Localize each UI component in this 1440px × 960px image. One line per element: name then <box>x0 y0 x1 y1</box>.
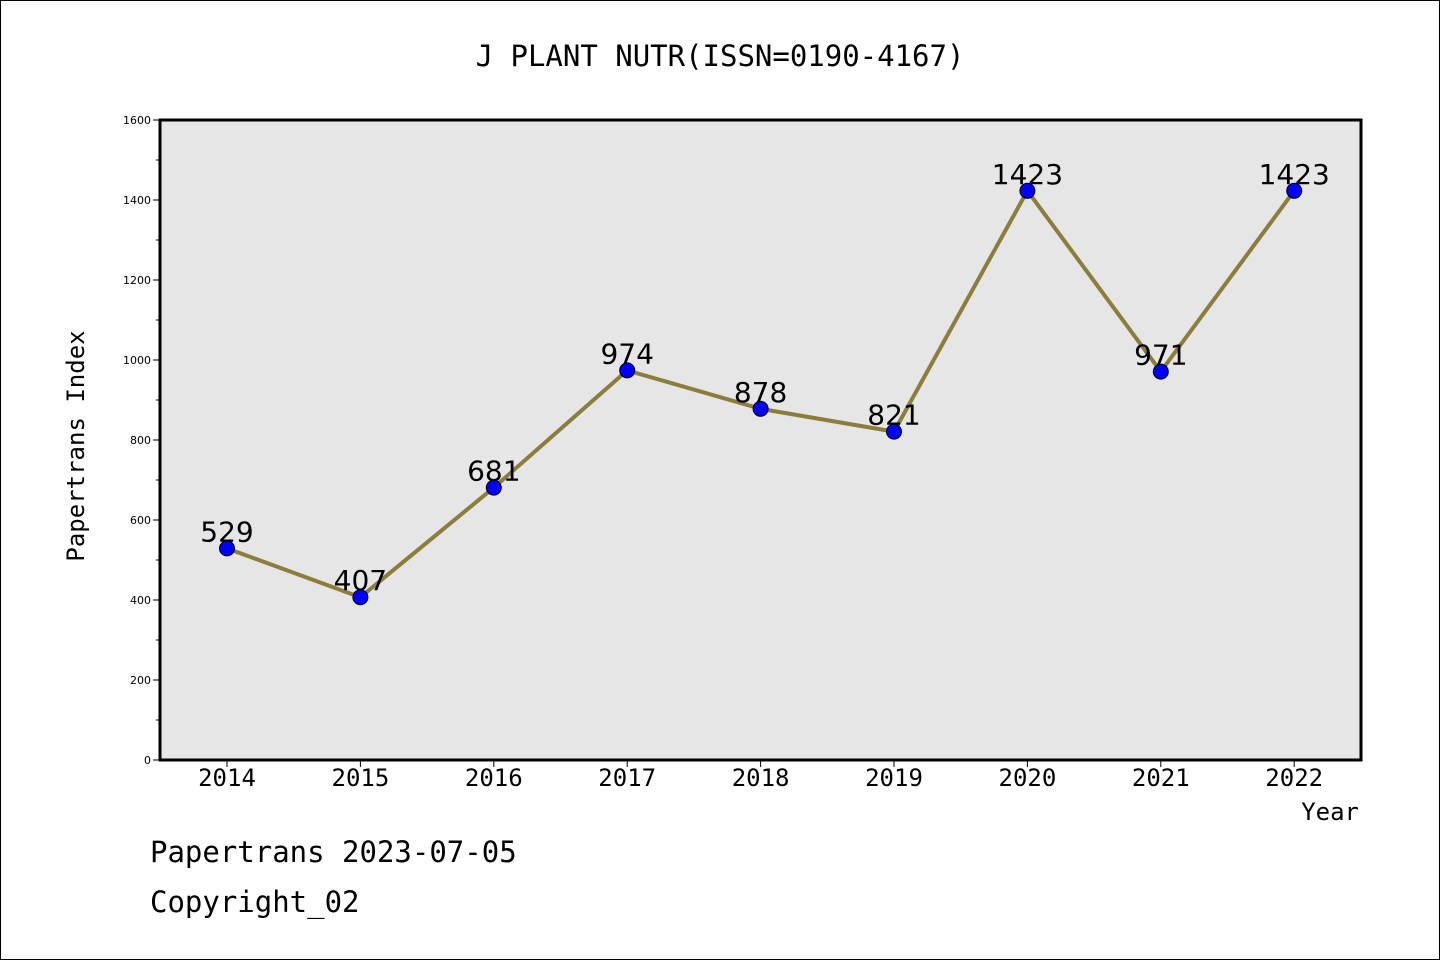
data-point <box>219 540 235 557</box>
data-point <box>485 479 502 496</box>
x-tick-label: 2021 <box>1132 764 1190 792</box>
data-label: 1423 <box>1259 158 1330 191</box>
data-label: 1423 <box>992 158 1063 191</box>
y-tick-label: 1600 <box>123 114 151 127</box>
data-label: 821 <box>867 399 920 432</box>
plot-area <box>160 120 1361 760</box>
y-tick-label: 600 <box>130 514 151 527</box>
y-axis: 0 200 400 600 800 1000 1200 1400 1600 <box>123 114 160 767</box>
x-tick-label: 2018 <box>732 764 790 792</box>
data-label: 971 <box>1134 339 1187 372</box>
data-point <box>1286 182 1303 199</box>
data-point <box>1019 182 1036 199</box>
x-tick-label: 2016 <box>465 764 523 792</box>
data-label: 529 <box>200 515 253 548</box>
data-label: 681 <box>467 455 520 488</box>
y-tick-label: 0 <box>144 754 151 767</box>
x-tick-label: 2019 <box>865 764 923 792</box>
y-axis-label: Papertrans Index <box>62 330 90 561</box>
series-layer <box>219 182 1303 606</box>
data-point <box>619 362 636 379</box>
y-tick-label: 1200 <box>123 274 151 287</box>
y-tick-label: 1400 <box>123 194 151 207</box>
data-point <box>352 589 369 606</box>
x-axis-label: Year <box>1301 798 1359 826</box>
x-tick-label: 2014 <box>198 764 256 792</box>
x-axis: 2014 2015 2016 2017 2018 2019 2020 2021 2022 <box>198 760 1323 792</box>
x-tick-label: 2017 <box>598 764 656 792</box>
data-label: 974 <box>600 337 653 370</box>
x-tick-label: 2020 <box>999 764 1057 792</box>
plot-border <box>158 118 1363 762</box>
x-tick-label: 2022 <box>1265 764 1323 792</box>
data-point <box>1152 363 1169 380</box>
y-tick-label: 1000 <box>123 354 151 367</box>
footer-copyright: Copyright_02 <box>150 885 360 919</box>
chart-title: J PLANT NUTR(ISSN=0190-4167) <box>476 39 965 73</box>
data-point <box>752 400 769 417</box>
y-tick-label: 200 <box>130 674 151 687</box>
data-label-layer: 529 407 681 974 878 821 1423 971 1423 <box>200 158 1330 597</box>
data-point <box>886 423 902 440</box>
x-tick-label: 2015 <box>332 764 390 792</box>
data-label: 878 <box>734 376 787 409</box>
data-label: 407 <box>334 564 387 597</box>
y-tick-label: 400 <box>130 594 151 607</box>
footer-date: Papertrans 2023-07-05 <box>150 835 517 869</box>
y-tick-label: 800 <box>130 434 151 447</box>
